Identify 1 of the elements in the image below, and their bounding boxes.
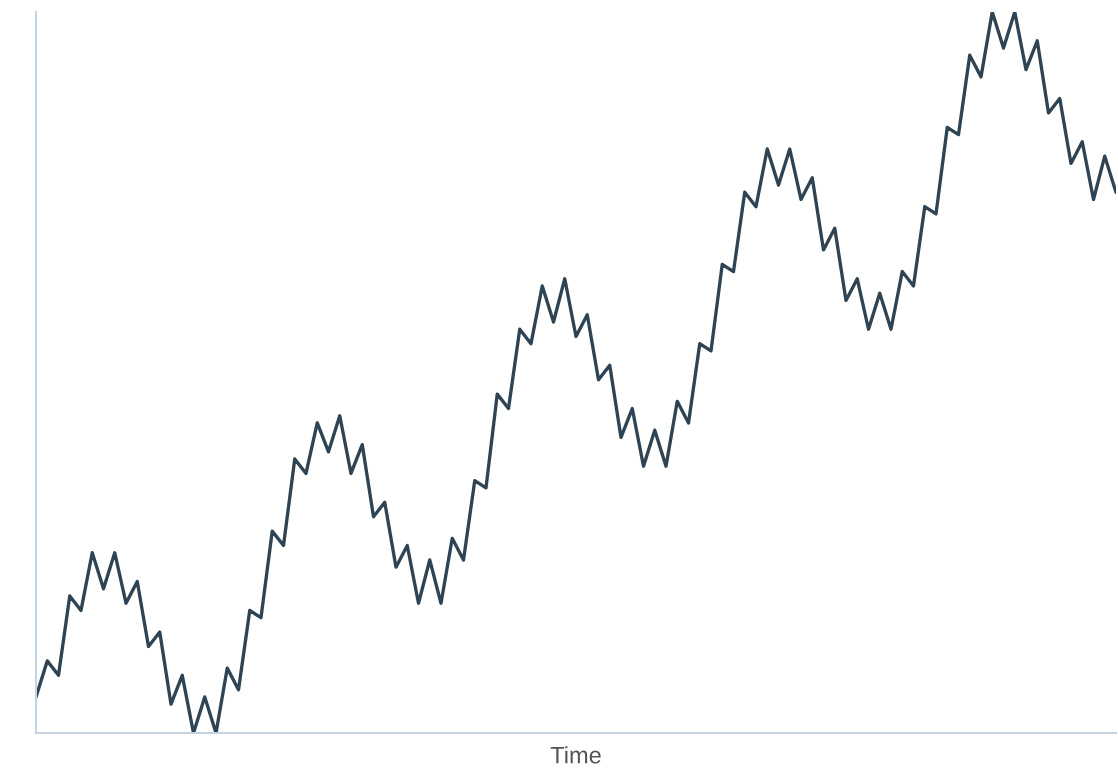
x-axis-title: Time	[550, 746, 601, 764]
